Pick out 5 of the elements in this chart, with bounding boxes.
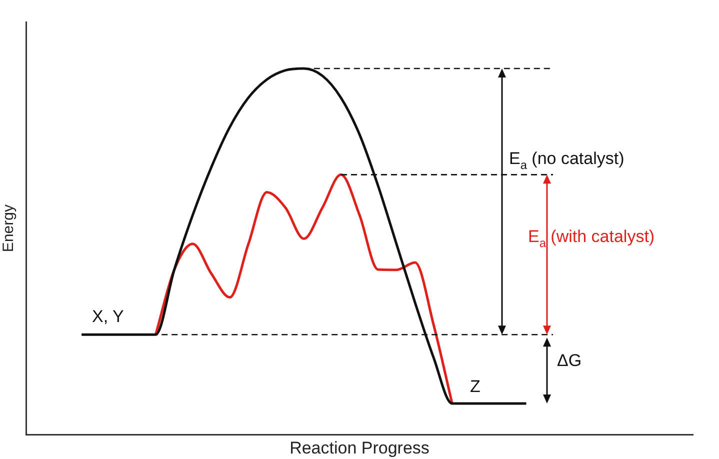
x-axis-title: Reaction Progress xyxy=(290,438,430,458)
y-axis-title: Energy xyxy=(0,204,18,252)
annotation: ΔG xyxy=(557,351,582,370)
annotation: Z xyxy=(470,377,480,396)
annotation: X, Y xyxy=(92,307,124,326)
